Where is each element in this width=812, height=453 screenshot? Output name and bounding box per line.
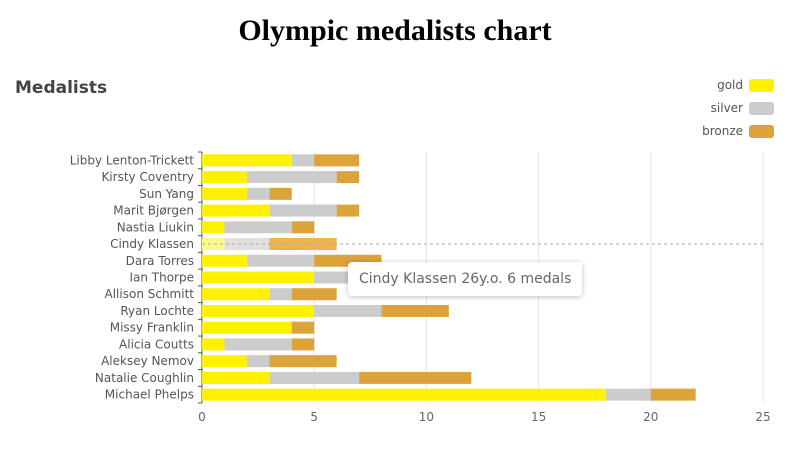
bar-silver xyxy=(246,171,337,184)
y-tick-label: Dara Torres xyxy=(126,254,194,268)
bar-silver xyxy=(246,187,270,200)
bar-bronze xyxy=(291,338,315,351)
chart-title: Medalists xyxy=(15,78,107,98)
y-tick-label: Marit Bjørgen xyxy=(113,204,194,218)
bar-bronze xyxy=(336,171,360,184)
bar-silver xyxy=(246,254,315,267)
y-tick-label: Cindy Klassen xyxy=(110,237,194,251)
y-tick-label: Natalie Coughlin xyxy=(95,371,194,385)
bar-silver xyxy=(224,221,292,234)
bar-gold xyxy=(202,254,247,267)
legend-swatch xyxy=(749,125,774,138)
page-title: Olympic medalists chart xyxy=(238,14,552,47)
x-tick-label: 25 xyxy=(755,410,770,424)
y-tick-label: Kirsty Coventry xyxy=(101,170,194,184)
bar-silver xyxy=(291,154,315,167)
x-tick-label: 5 xyxy=(310,410,318,424)
bar-bronze xyxy=(269,355,337,368)
legend-label: gold xyxy=(717,78,743,92)
chart-tooltip: Cindy Klassen 26y.o. 6 medals xyxy=(348,262,583,296)
bar-bronze xyxy=(291,321,315,334)
bar-bronze xyxy=(269,187,292,200)
y-tick-label: Aleksey Nemov xyxy=(101,354,194,368)
bar-silver xyxy=(269,371,360,384)
bar-silver xyxy=(269,204,337,217)
bar-bronze xyxy=(314,154,360,167)
y-tick-label: Nastia Liukin xyxy=(117,220,194,234)
x-tick-label: 0 xyxy=(198,410,206,424)
bar-gold xyxy=(202,171,247,184)
bar-gold xyxy=(202,371,270,384)
bar-silver xyxy=(246,355,270,368)
bar-bronze xyxy=(336,204,360,217)
bar-gold xyxy=(202,304,315,317)
y-tick-label: Sun Yang xyxy=(139,187,194,201)
bar-gold xyxy=(202,221,225,234)
bar-gold xyxy=(202,204,270,217)
legend-swatch xyxy=(749,79,774,92)
x-tick-label: 10 xyxy=(419,410,434,424)
bar-gold xyxy=(202,271,315,284)
bar-silver xyxy=(224,338,292,351)
y-tick-label: Ryan Lochte xyxy=(120,304,194,318)
bar-gold xyxy=(202,388,606,401)
bar-silver xyxy=(269,288,292,301)
y-tick-label: Missy Franklin xyxy=(110,321,194,335)
bar-bronze xyxy=(291,221,315,234)
bar-silver xyxy=(605,388,651,401)
bar-gold xyxy=(202,238,225,251)
y-tick-label: Ian Thorpe xyxy=(129,271,194,285)
y-tick-label: Alicia Coutts xyxy=(119,337,194,351)
legend-label: silver xyxy=(711,101,743,115)
legend-label: bronze xyxy=(702,124,743,138)
bar-gold xyxy=(202,338,225,351)
bar-gold xyxy=(202,321,292,334)
x-tick-label: 20 xyxy=(643,410,658,424)
y-tick-label: Allison Schmitt xyxy=(105,287,195,301)
bar-gold xyxy=(202,355,247,368)
x-tick-label: 15 xyxy=(531,410,546,424)
bar-silver xyxy=(314,304,382,317)
bar-bronze xyxy=(381,304,449,317)
bar-gold xyxy=(202,154,292,167)
bar-bronze xyxy=(291,288,337,301)
y-tick-label: Libby Lenton-Trickett xyxy=(70,153,195,167)
legend-swatch xyxy=(749,102,774,115)
bar-gold xyxy=(202,187,247,200)
bar-bronze xyxy=(269,238,337,251)
bar-gold xyxy=(202,288,270,301)
y-tick-label: Michael Phelps xyxy=(105,388,194,402)
bar-bronze xyxy=(359,371,472,384)
bar-bronze xyxy=(650,388,696,401)
